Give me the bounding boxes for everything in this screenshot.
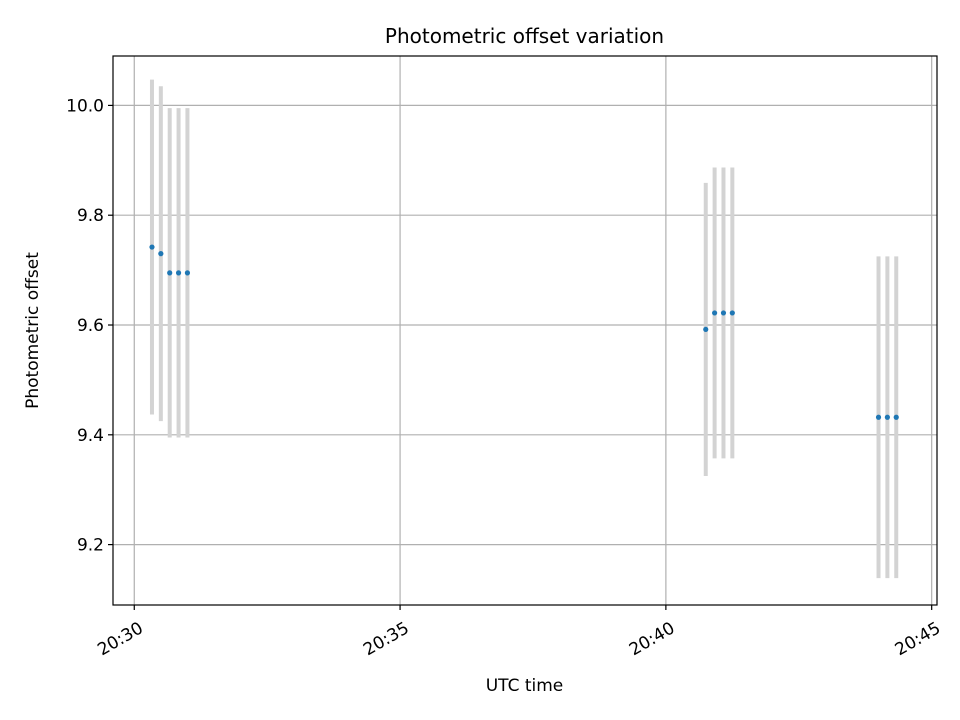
data-point [167, 270, 173, 276]
x-axis-label: UTC time [486, 676, 564, 696]
data-point [729, 310, 735, 316]
y-tick-label: 10.0 [66, 96, 104, 116]
y-tick-label: 9.2 [77, 536, 104, 556]
data-point [712, 310, 718, 316]
y-tick-label: 9.6 [77, 316, 104, 336]
data-point [720, 310, 727, 316]
data-point [149, 244, 155, 250]
data-point [175, 270, 182, 276]
data-point [703, 326, 709, 333]
data-point [893, 414, 899, 420]
grid-lines [113, 56, 937, 605]
data-points [149, 244, 899, 420]
data-point [184, 270, 191, 276]
y-tick-label: 9.8 [77, 206, 104, 226]
data-point [875, 414, 882, 420]
y-tick-label: 9.4 [77, 426, 104, 446]
plot-frame [112, 55, 938, 606]
y-axis-label: Photometric offset [23, 252, 43, 409]
chart-title: Photometric offset variation [385, 24, 664, 48]
data-point [884, 414, 890, 420]
y-axis-ticks: 9.2 9.4 9.6 9.8 10.0 [66, 96, 113, 556]
data-point [158, 251, 164, 257]
